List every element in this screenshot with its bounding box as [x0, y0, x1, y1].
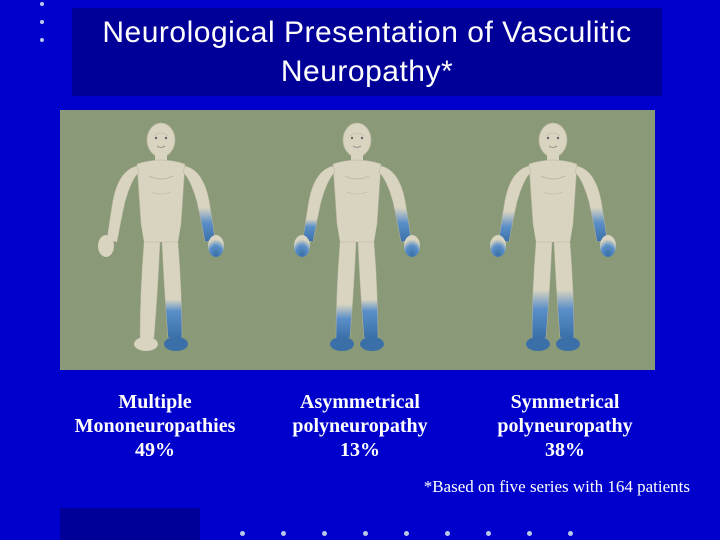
figures-panel	[60, 110, 655, 370]
label-1-percent: 49%	[60, 438, 250, 462]
label-1-line2: Mononeuropathies	[60, 414, 250, 438]
label-2-line2: polyneuropathy	[265, 414, 455, 438]
title-box: Neurological Presentation of Vasculitic …	[72, 8, 662, 96]
label-3: Symmetrical polyneuropathy 38%	[470, 390, 660, 462]
footnote: *Based on five series with 164 patients	[424, 477, 690, 497]
labels-row: Multiple Mononeuropathies 49% Asymmetric…	[60, 390, 660, 462]
label-3-line1: Symmetrical	[470, 390, 660, 414]
label-1: Multiple Mononeuropathies 49%	[60, 390, 250, 462]
decoration-dots-bottom	[240, 531, 573, 536]
decoration-corner-block	[60, 508, 200, 540]
body-figure-2	[270, 118, 445, 362]
body-figure-1	[74, 118, 249, 362]
label-3-line2: polyneuropathy	[470, 414, 660, 438]
label-1-line1: Multiple	[60, 390, 250, 414]
body-figure-3	[466, 118, 641, 362]
slide-title: Neurological Presentation of Vasculitic …	[72, 13, 662, 91]
label-2-line1: Asymmetrical	[265, 390, 455, 414]
label-3-percent: 38%	[470, 438, 660, 462]
decoration-dots-top	[40, 2, 44, 42]
label-2-percent: 13%	[265, 438, 455, 462]
label-2: Asymmetrical polyneuropathy 13%	[265, 390, 455, 462]
